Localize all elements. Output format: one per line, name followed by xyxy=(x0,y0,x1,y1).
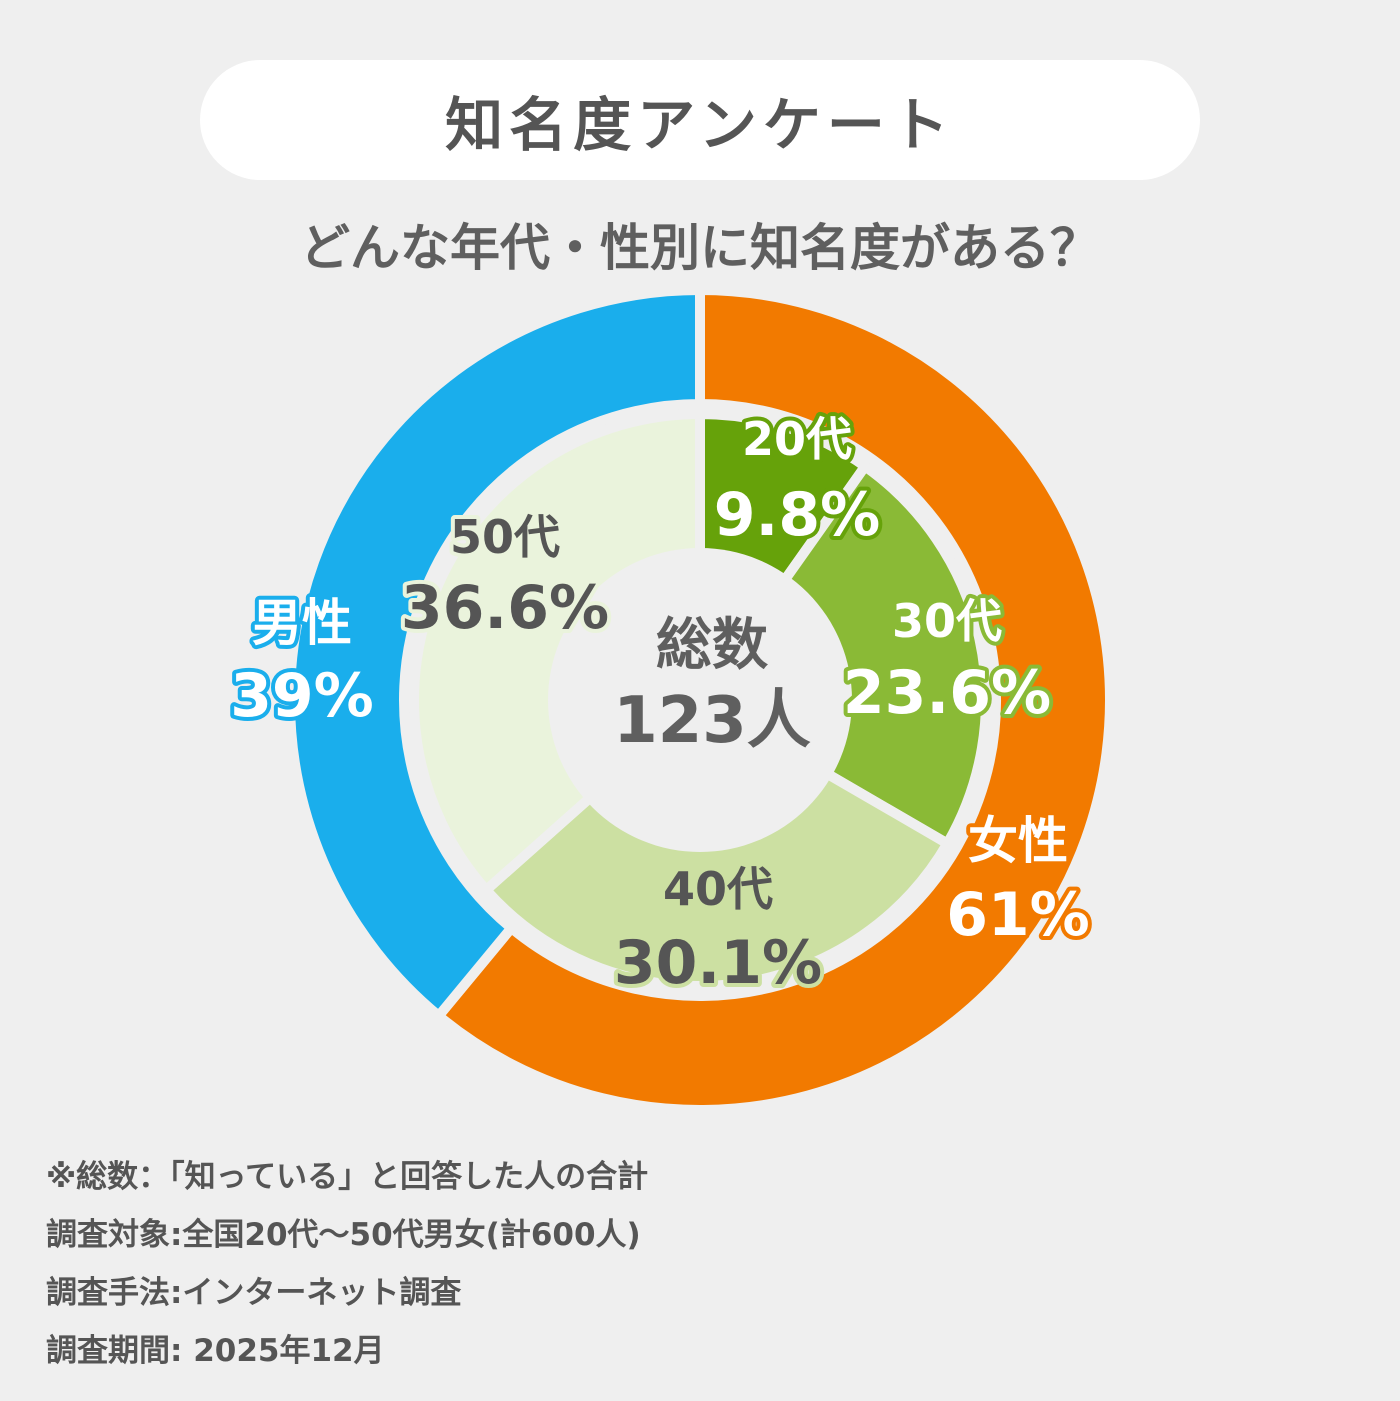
inner-value-3: 36.6% xyxy=(401,573,609,643)
chart-title: 知名度アンケート xyxy=(445,91,955,159)
inner-value-1: 23.6% xyxy=(843,658,1051,728)
footnote-1: ※総数：「知っている」と回答した人の合計 xyxy=(46,1159,649,1195)
inner-value-2: 30.1% xyxy=(614,928,822,998)
chart-subtitle: どんな年代・性別に知名度がある？ xyxy=(300,219,1100,277)
center-label: 総数 xyxy=(656,613,768,678)
outer-value-0: 61% xyxy=(946,880,1090,950)
slice-labels: 女性 61% 男性 39% 20代 9.8%30代 23.6% 40代 30.1% 50代 36.6… xyxy=(226,408,1094,1002)
footnote-2: 調査対象:全国20代～50代男女(計600人) xyxy=(46,1217,641,1253)
outer-label-0: 女性 xyxy=(968,812,1068,870)
inner-label-0: 20代 xyxy=(742,412,852,466)
outer-value-1: 39% xyxy=(230,661,374,731)
title-banner: 知名度アンケート xyxy=(200,60,1200,180)
inner-label-3: 50代 xyxy=(450,510,560,564)
inner-label-1: 30代 xyxy=(892,594,1002,648)
center-hole xyxy=(548,548,852,852)
outer-label-1: 男性 xyxy=(252,594,352,652)
inner-value-0: 9.8% xyxy=(714,480,880,550)
outer-slice-0 xyxy=(433,285,1115,1115)
footnote-3: 調査手法:インターネット調査 xyxy=(46,1275,462,1311)
footnote-4: 調査期間: 2025年12月 xyxy=(46,1333,385,1369)
footnotes: ※総数：「知っている」と回答した人の合計 調査対象:全国20代～50代男女(計6… xyxy=(46,1148,648,1380)
inner-label-2: 40代 xyxy=(663,862,773,916)
outer-slice-1 xyxy=(285,285,705,1021)
outer-ring xyxy=(285,285,1115,1115)
center-total: 123人 xyxy=(613,684,811,758)
